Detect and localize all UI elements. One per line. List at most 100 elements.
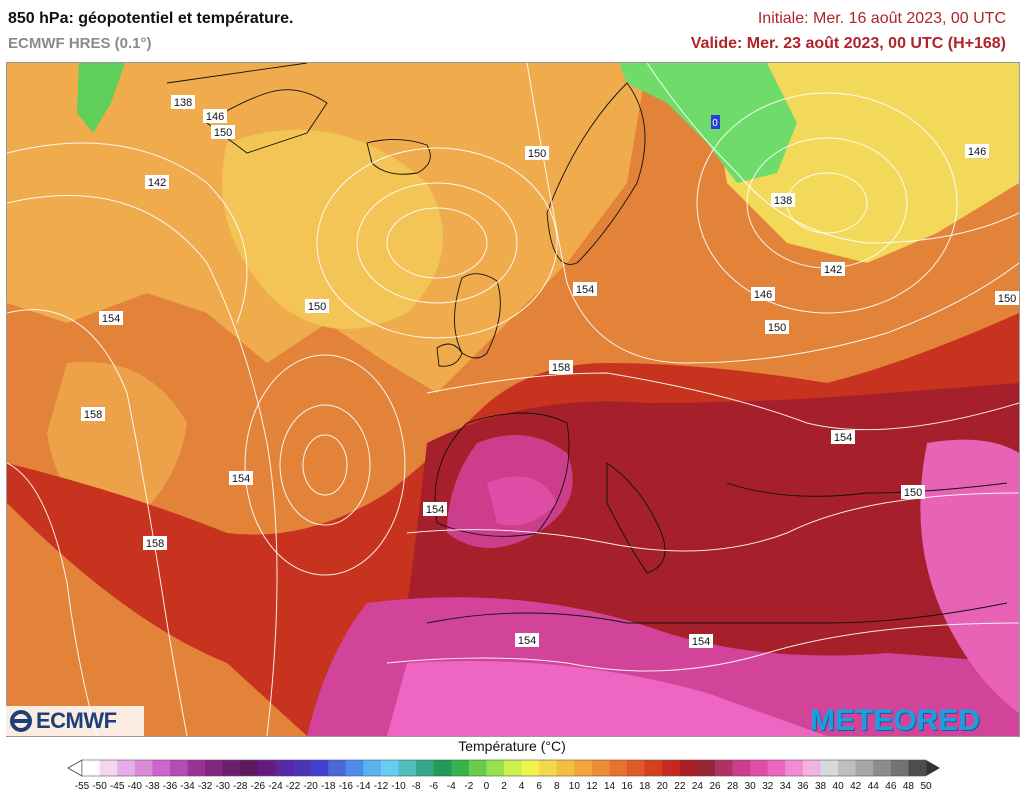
contour-label-154-h: 154 <box>316 459 334 471</box>
legend-tick-label: -45 <box>110 781 125 792</box>
legend-tick-label: -2 <box>464 781 473 792</box>
legend-tick-label: 28 <box>727 781 739 792</box>
svg-text:158: 158 <box>146 538 164 550</box>
legend-tick-label: -36 <box>163 781 178 792</box>
legend-tick-label: 10 <box>569 781 581 792</box>
ecmwf-logo-icon <box>10 710 32 732</box>
legend-min-arrow <box>66 759 83 777</box>
legend-tick-label: -55 <box>75 781 90 792</box>
legend-swatch <box>539 760 558 776</box>
svg-text:154: 154 <box>518 635 536 647</box>
svg-text:142: 142 <box>148 177 166 189</box>
contour-label-158: 158 <box>81 407 105 421</box>
meteored-logo: METEORED <box>810 704 981 737</box>
legend-swatch <box>275 760 294 776</box>
legend-swatch <box>662 760 681 776</box>
contour-label-154-e: 154 <box>515 633 539 647</box>
legend-tick-label: 44 <box>868 781 880 792</box>
legend-max-arrow <box>926 760 940 776</box>
legend-swatch <box>609 760 628 776</box>
map-canvas: 138 146 150 142 150 154 150 158 154 158 … <box>7 63 1019 736</box>
legend-tick-label: 46 <box>885 781 897 792</box>
contour-label-154-c: 154 <box>423 502 447 516</box>
contour-label-154-g: 154 <box>689 634 713 648</box>
legend-tick-label: -28 <box>233 781 248 792</box>
legend-tick-label: 22 <box>674 781 686 792</box>
svg-text:138: 138 <box>174 97 192 109</box>
svg-text:150: 150 <box>768 322 786 334</box>
legend-swatch <box>521 760 540 776</box>
legend-swatch <box>293 760 312 776</box>
contour-label-158-c: 158 <box>549 360 573 374</box>
heat-core-sahara <box>387 661 827 736</box>
svg-text:150: 150 <box>998 293 1016 305</box>
legend-tick-label: -38 <box>145 781 160 792</box>
legend-outline <box>81 759 927 777</box>
legend-swatch <box>134 760 153 776</box>
svg-text:0: 0 <box>712 118 718 129</box>
legend-swatch <box>627 760 646 776</box>
legend-swatch <box>697 760 716 776</box>
legend-swatch <box>380 760 399 776</box>
map-title: 850 hPa: géopotentiel et température. <box>8 10 294 27</box>
contour-label-0: 0 <box>712 118 718 129</box>
contour-label-150-d: 150 <box>995 291 1019 305</box>
legend-tick-label: 4 <box>519 781 525 792</box>
legend-tick-label: 2 <box>501 781 507 792</box>
legend-title: Température (°C) <box>458 738 566 754</box>
legend-tick-label: 32 <box>762 781 774 792</box>
legend-tick-label: -18 <box>321 781 336 792</box>
legend-swatch <box>82 760 101 776</box>
svg-text:154: 154 <box>232 473 250 485</box>
svg-text:154: 154 <box>102 313 120 325</box>
svg-text:146: 146 <box>206 111 224 123</box>
model-subtitle: ECMWF HRES (0.1°) <box>8 35 152 52</box>
legend-swatch <box>715 760 734 776</box>
legend-tick-label: 24 <box>692 781 704 792</box>
legend-swatch <box>679 760 698 776</box>
legend-swatch <box>451 760 470 776</box>
legend-tick-label: 48 <box>903 781 915 792</box>
svg-text:150: 150 <box>308 301 326 313</box>
contour-label-146-c: 146 <box>751 287 775 301</box>
svg-text:138: 138 <box>774 195 792 207</box>
legend-swatch <box>855 760 874 776</box>
legend-swatch <box>187 760 206 776</box>
heat-core-iberia-inner <box>487 476 557 526</box>
legend-swatch <box>574 760 593 776</box>
contour-label-150-c: 150 <box>305 299 329 313</box>
temperature-legend: Température (°C) -55 -50 -45 -40 -38 -36 -34 -3… <box>0 738 1024 799</box>
legend-swatch <box>433 760 452 776</box>
contour-label-154-d: 154 <box>573 282 597 296</box>
ecmwf-logo-text: ECMWF <box>36 708 117 733</box>
weather-map[interactable]: 138 146 150 142 150 154 150 158 154 158 … <box>6 62 1020 737</box>
svg-text:154: 154 <box>692 636 710 648</box>
coastlines <box>166 63 1008 624</box>
svg-text:146: 146 <box>968 146 986 158</box>
legend-tick-label: 40 <box>833 781 845 792</box>
svg-text:142: 142 <box>824 264 842 276</box>
legend-tick-label: -12 <box>374 781 389 792</box>
legend-tick-label: -40 <box>128 781 143 792</box>
legend-tick-label: -24 <box>268 781 283 792</box>
legend-swatch <box>644 760 663 776</box>
legend-swatch <box>363 760 382 776</box>
legend-swatch <box>222 760 241 776</box>
contour-label-142: 142 <box>145 175 169 189</box>
legend-tick-label: -4 <box>447 781 456 792</box>
contour-label-138: 138 <box>171 95 195 109</box>
legend-tick-label: -26 <box>251 781 266 792</box>
contour-labels: 138 146 150 142 150 154 150 158 154 158 … <box>81 95 1019 648</box>
italy-coast <box>606 462 666 574</box>
legend-swatch <box>257 760 276 776</box>
ecmwf-logo: ECMWF <box>6 706 144 736</box>
initial-time: Initiale: Mer. 16 août 2023, 00 UTC <box>757 10 1006 27</box>
legend-swatch <box>873 760 892 776</box>
legend-tick-label: -14 <box>356 781 371 792</box>
legend-swatch <box>838 760 857 776</box>
legend-colorbar: -55 -50 -45 -40 -38 -36 -34 -32 -30 -28 -26 -24 -22-… <box>66 759 940 792</box>
cold-spot <box>711 115 720 129</box>
ireland-coast <box>436 343 463 367</box>
contour-label-146-b: 146 <box>965 144 989 158</box>
heat-core-east <box>920 439 1019 713</box>
